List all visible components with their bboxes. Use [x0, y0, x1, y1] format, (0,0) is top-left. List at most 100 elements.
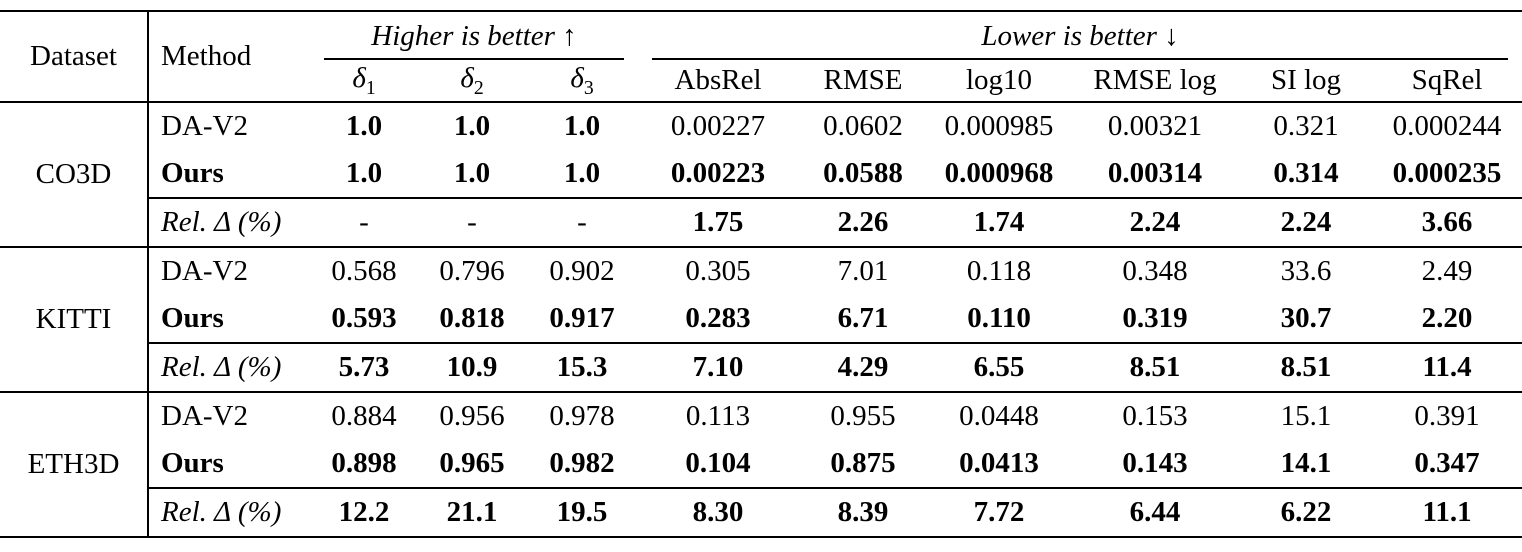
table-row-co3d-dav2: CO3D DA-V2 1.0 1.0 1.0 0.00227 0.0602 0.… [0, 102, 1522, 248]
metric-value: 0.796 [439, 255, 505, 287]
metric-value: 0.118 [966, 255, 1032, 287]
metric-value: 15.1 [1280, 400, 1332, 432]
metric-value: 8.51 [1070, 342, 1241, 393]
header-row-metrics: δ1 δ2 δ3 AbsRel RMSE log10 RMSE log SI l… [0, 60, 1522, 103]
metric-value: 0.0588 [823, 157, 903, 189]
metric-value: 33.6 [1280, 255, 1332, 287]
column-header-sqrel: SqRel [1372, 60, 1522, 103]
rel-delta-label: Rel. Δ (%) [148, 197, 310, 248]
metric-value: 2.24 [1240, 197, 1373, 248]
metric-value: 1.0 [563, 157, 601, 189]
metric-value: 0.314 [1273, 157, 1339, 189]
metric-value: 0.818 [439, 302, 505, 334]
metric-value: 1.0 [345, 110, 383, 142]
metric-value: 1.0 [453, 157, 491, 189]
table-row-co3d-ours: Ours 1.0 1.0 1.0 0.00223 0.0588 0.000968… [0, 150, 1522, 198]
metric-value: 6.55 [928, 342, 1071, 393]
metric-value: 10.9 [418, 342, 526, 393]
metric-value: 8.51 [1240, 342, 1373, 393]
metric-value: 0.898 [331, 447, 397, 479]
metric-value: 6.22 [1240, 487, 1373, 538]
metric-value: 0.955 [830, 400, 896, 432]
delta-symbol: δ [352, 61, 366, 94]
metric-value: 0.321 [1273, 110, 1339, 142]
metric-value: 19.5 [526, 487, 639, 538]
column-header-delta2: δ2 [418, 60, 526, 103]
metric-value: 21.1 [418, 487, 526, 538]
column-header-delta1: δ1 [310, 60, 418, 103]
column-header-rmse: RMSE [798, 60, 929, 103]
lower-is-better-label: Lower is better ↓ [652, 20, 1509, 60]
table-row-eth3d-ours: Ours 0.898 0.965 0.982 0.104 0.875 0.041… [0, 440, 1522, 488]
metric-value: 0.348 [1122, 255, 1188, 287]
metric-value: 0.391 [1414, 400, 1480, 432]
metric-value: 0.319 [1122, 302, 1188, 334]
method-label: Ours [161, 302, 224, 334]
higher-is-better-label: Higher is better ↑ [324, 20, 625, 60]
metric-value: 0.884 [331, 400, 397, 432]
metric-value: 2.20 [1421, 302, 1473, 334]
column-header-delta3: δ3 [526, 60, 639, 103]
metric-value: 0.00227 [670, 110, 766, 142]
metric-value: 1.0 [453, 110, 491, 142]
header-row-groups: Dataset Method Higher is better ↑ Lower … [0, 11, 1522, 103]
metric-value: 0.956 [439, 400, 505, 432]
metric-value: 0.0448 [959, 400, 1039, 432]
metric-value: 7.72 [928, 487, 1071, 538]
column-group-higher-is-better: Higher is better ↑ [310, 11, 638, 60]
metric-value: 2.49 [1421, 255, 1473, 287]
metric-value: 0.283 [685, 302, 751, 334]
metric-value: - [526, 197, 639, 248]
metric-value: 0.305 [685, 255, 751, 287]
column-header-dataset: Dataset [0, 11, 149, 103]
table-row-eth3d-dav2: ETH3D DA-V2 0.884 0.956 0.978 0.113 0.95… [0, 392, 1522, 538]
column-header-method: Method [148, 11, 310, 103]
metric-value: 1.75 [638, 197, 799, 248]
method-label: Ours [161, 447, 224, 479]
metric-value: 0.104 [685, 447, 751, 479]
metric-value: 11.4 [1372, 342, 1522, 393]
metric-value: 0.113 [685, 400, 751, 432]
metric-value: 0.982 [549, 447, 615, 479]
metric-value: 0.902 [549, 255, 615, 287]
delta-subscript: 3 [583, 76, 594, 99]
metric-value: 0.000235 [1392, 157, 1502, 189]
metric-value: 5.73 [310, 342, 418, 393]
method-label: DA-V2 [161, 400, 248, 432]
metric-value: 0.00314 [1107, 157, 1203, 189]
metric-value: 1.0 [563, 110, 601, 142]
table-row-co3d-rel-delta: Rel. Δ (%) - - - 1.75 2.26 1.74 2.24 2.2… [0, 197, 1522, 248]
column-group-lower-is-better: Lower is better ↓ [638, 11, 1522, 60]
metric-value: 11.1 [1372, 487, 1522, 538]
metric-value: 6.71 [837, 302, 889, 334]
metric-value: 0.000985 [944, 110, 1054, 142]
metric-value: 7.10 [638, 342, 799, 393]
metric-value: 0.978 [549, 400, 615, 432]
column-header-log10: log10 [928, 60, 1071, 103]
delta-subscript: 1 [365, 76, 376, 99]
metric-value: - [418, 197, 526, 248]
metric-value: 12.2 [310, 487, 418, 538]
benchmark-results-table: Dataset Method Higher is better ↑ Lower … [0, 10, 1522, 538]
metric-value: 8.30 [638, 487, 799, 538]
metric-value: 2.24 [1070, 197, 1241, 248]
metric-value: 8.39 [798, 487, 929, 538]
metric-value: 7.01 [837, 255, 889, 287]
metric-value: 0.0602 [823, 110, 903, 142]
metric-value: 0.965 [439, 447, 505, 479]
column-header-rmse-log: RMSE log [1070, 60, 1241, 103]
dataset-label-co3d: CO3D [0, 102, 149, 248]
metric-value: 0.143 [1122, 447, 1188, 479]
method-label: DA-V2 [161, 110, 248, 142]
dataset-label-kitti: KITTI [0, 247, 149, 393]
metric-value: 3.66 [1372, 197, 1522, 248]
metric-value: 0.000968 [944, 157, 1054, 189]
metric-value: 0.0413 [959, 447, 1039, 479]
metric-value: 0.000244 [1392, 110, 1502, 142]
table-row-kitti-ours: Ours 0.593 0.818 0.917 0.283 6.71 0.110 … [0, 295, 1522, 343]
metric-value: 2.26 [798, 197, 929, 248]
metric-value: 0.00223 [670, 157, 766, 189]
metric-value: 14.1 [1280, 447, 1332, 479]
table-row-kitti-dav2: KITTI DA-V2 0.568 0.796 0.902 0.305 7.01… [0, 247, 1522, 393]
delta-symbol: δ [570, 61, 584, 94]
